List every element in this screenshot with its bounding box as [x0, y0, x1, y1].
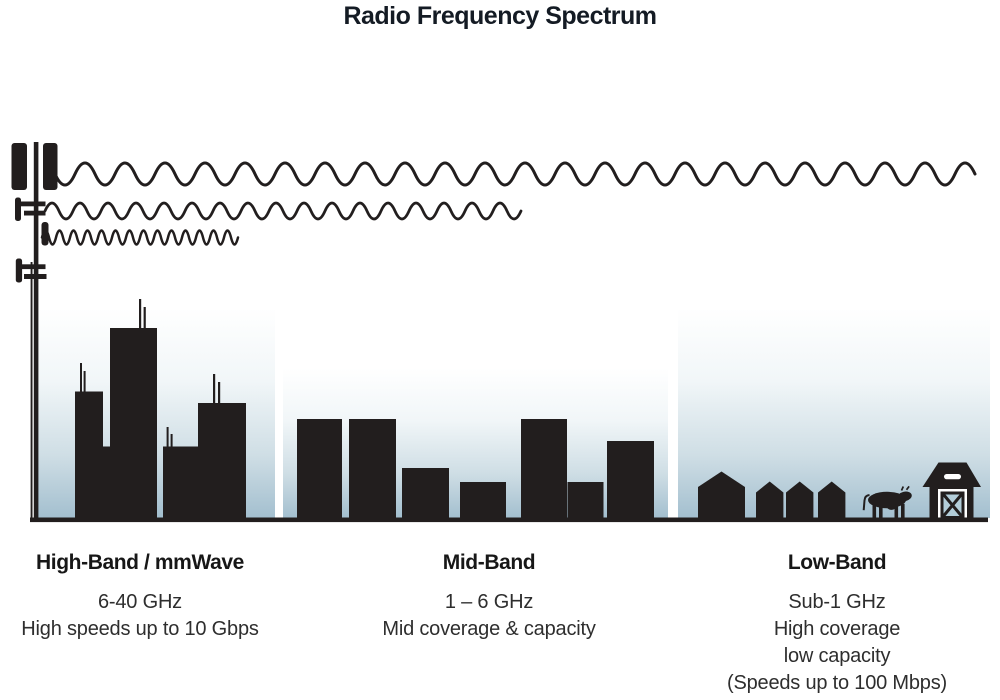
mid-band-heading: Mid-Band	[442, 551, 536, 574]
antenna	[170, 434, 173, 450]
mid-band-label: Mid-Band 1 – 6 GHz Mid coverage & capaci…	[339, 551, 639, 643]
tower-crossbar	[18, 264, 46, 270]
high-band-description: High speeds up to 10 Gbps	[21, 618, 259, 640]
building	[402, 468, 449, 520]
tower-crossbar	[18, 201, 46, 207]
antenna-panel	[11, 143, 27, 190]
low-band-heading: Low-Band	[787, 551, 887, 574]
barn-icon	[922, 462, 981, 519]
building	[460, 482, 506, 520]
shed-icon	[818, 481, 846, 520]
barn-door-cross	[942, 493, 963, 517]
antenna	[80, 363, 82, 393]
building	[101, 446, 112, 520]
building	[521, 419, 567, 520]
low-band-coverage: High coverage	[773, 618, 901, 640]
diagram-title: Radio Frequency Spectrum	[343, 2, 657, 30]
building	[349, 419, 396, 520]
antenna-panel-small	[41, 222, 49, 246]
antenna	[139, 299, 142, 331]
low-band-label: Low-Band Sub-1 GHz High coverage low cap…	[687, 551, 987, 697]
building	[110, 328, 157, 520]
low-band-speed-note: (Speeds up to 100 Mbps)	[727, 672, 947, 694]
tower-crossbar	[24, 210, 46, 216]
farmhouse-icon	[698, 471, 745, 520]
antenna	[218, 382, 221, 407]
building	[198, 403, 246, 520]
high-band-wave-icon	[40, 229, 240, 246]
cell-tower-icon	[11, 142, 58, 520]
tower-mast-thin	[30, 262, 33, 520]
building	[567, 482, 604, 520]
building	[75, 391, 103, 520]
antenna-panel-small	[15, 197, 21, 221]
high-band-frequency: 6-40 GHz	[98, 591, 182, 613]
mid-band-wave-icon	[43, 201, 523, 221]
cow-icon	[862, 485, 912, 519]
mid-band-description: Mid coverage & capacity	[382, 618, 596, 640]
high-band-skyline-icon	[75, 299, 246, 520]
antenna	[83, 371, 86, 396]
low-band-farm-icon	[698, 462, 981, 520]
mid-band-skyline-icon	[297, 419, 654, 520]
antenna	[143, 307, 146, 332]
tower-crossbar	[24, 274, 47, 279]
antenna-panel-small	[15, 258, 23, 283]
low-band-wave-icon	[53, 161, 977, 187]
barn-loft-window	[944, 474, 961, 480]
shed-icon	[756, 481, 784, 520]
antenna	[166, 427, 169, 449]
high-band-heading: High-Band / mmWave	[36, 551, 244, 574]
building	[607, 441, 654, 520]
low-band-capacity: low capacity	[783, 645, 891, 667]
tower-mast	[33, 142, 39, 520]
low-band-frequency: Sub-1 GHz	[788, 591, 886, 613]
mid-band-frequency: 1 – 6 GHz	[444, 591, 534, 613]
building	[163, 446, 198, 520]
antenna	[213, 374, 216, 406]
ground-line	[30, 517, 988, 523]
building	[297, 419, 342, 520]
shed-icon	[786, 481, 814, 520]
high-band-label: High-Band / mmWave 6-40 GHz High speeds …	[5, 551, 275, 643]
antenna-panel	[43, 143, 58, 190]
